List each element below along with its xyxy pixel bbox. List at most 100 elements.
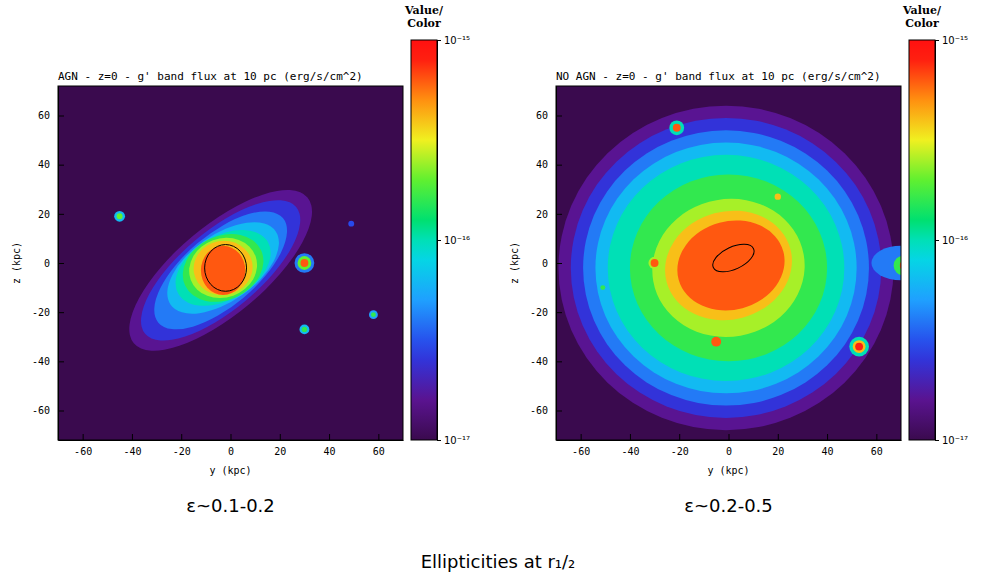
colorbar-title: Color	[905, 17, 939, 30]
y-tick-mark	[556, 263, 562, 264]
isophote	[648, 257, 660, 269]
isophote	[300, 259, 308, 267]
isophote	[201, 246, 245, 295]
y-tick-mark	[58, 165, 64, 166]
isophote	[117, 213, 123, 219]
isophote	[595, 143, 856, 394]
isophote	[651, 259, 659, 267]
x-tick-label: -20	[173, 446, 191, 457]
isophote	[653, 197, 805, 335]
y-tick-mark	[556, 312, 562, 313]
colorbar-tick: 10⁻¹⁶	[437, 235, 470, 246]
y-tick-mark	[58, 263, 64, 264]
plot-background	[58, 86, 403, 440]
x-tick-label: 20	[772, 446, 784, 457]
x-tick-label: -40	[621, 446, 639, 457]
isophote	[667, 209, 795, 323]
figure-svg: -60 -40 -20 0 20 40 60 -60 -40 -20 0 20 40 60 AGN - z=…	[0, 0, 996, 586]
x-tick-label: -60	[572, 446, 590, 457]
x-tick: 60	[871, 434, 883, 457]
x-tick-mark	[329, 434, 330, 440]
x-tick: -20	[173, 434, 191, 457]
x-tick-mark	[827, 434, 828, 440]
x-axis-line	[59, 440, 404, 441]
colorbar-tick: 10⁻¹⁷	[935, 435, 968, 446]
isophote	[298, 256, 312, 270]
x-tick-label: 40	[822, 446, 834, 457]
y-tick: -20	[32, 307, 64, 318]
y-tick-label: 60	[38, 110, 50, 121]
isophote	[849, 337, 869, 357]
x-tick-mark	[876, 434, 877, 440]
y-tick-mark	[58, 361, 64, 362]
y-tick-label: -60	[530, 405, 548, 416]
colorbar-tick-mark	[437, 240, 441, 241]
isophote	[300, 324, 310, 334]
x-tick-mark	[378, 434, 379, 440]
x-tick: 20	[274, 434, 286, 457]
colorbar-tick-mark	[437, 440, 441, 441]
x-axis: -60 -40 -20 0 20 40 60	[557, 434, 902, 457]
panel-title: AGN - z=0 - g' band flux at 10 pc (erg/s…	[58, 70, 363, 83]
isophote	[181, 228, 266, 307]
isophote	[558, 106, 893, 431]
y-tick-mark	[556, 116, 562, 117]
x-tick: 40	[822, 434, 834, 457]
plot-background	[556, 86, 901, 440]
x-tick: -40	[123, 434, 141, 457]
x-tick-mark	[581, 434, 582, 440]
colorbar-tick-label: 10⁻¹⁵	[942, 35, 968, 46]
y-axis: -60-40-200204060	[32, 87, 64, 441]
plot-marks	[105, 164, 378, 378]
panel: -60-40-200204060-60-40-200204060AGN - z=…	[11, 4, 470, 516]
y-tick-mark	[556, 361, 562, 362]
plot-frame	[556, 86, 901, 440]
ellipticity-label: ε~0.1-0.2	[186, 495, 275, 516]
colorbar-title: Color	[407, 17, 441, 30]
x-tick-label: 0	[228, 446, 234, 457]
figure: -60 -40 -20 0 20 40 60 -60 -40 -20 0 20 40 60 AGN - z=…	[0, 0, 996, 586]
half-light-contour	[205, 245, 247, 292]
isophote	[855, 343, 863, 351]
y-tick-label: -40	[32, 356, 50, 367]
y-tick-label: -40	[530, 356, 548, 367]
x-tick-mark	[231, 434, 232, 440]
y-tick-label: -20	[530, 307, 548, 318]
isophote	[114, 211, 125, 222]
panel: -60-40-200204060-60-40-200204060NO AGN -…	[509, 4, 968, 516]
x-tick-label: 60	[373, 446, 385, 457]
isophote	[105, 164, 336, 378]
y-tick: 40	[38, 159, 64, 170]
x-tick-mark	[280, 434, 281, 440]
y-tick: 20	[38, 209, 64, 220]
colorbar-axis: 10⁻¹⁷10⁻¹⁶10⁻¹⁵	[437, 35, 470, 446]
x-tick: 0	[228, 434, 234, 457]
colorbar-tick: 10⁻¹⁵	[935, 35, 968, 46]
isophote	[369, 310, 378, 319]
y-tick-label: 20	[536, 209, 548, 220]
colorbar-axis: 10⁻¹⁷10⁻¹⁶10⁻¹⁵	[935, 35, 968, 446]
y-tick-label: 40	[536, 159, 548, 170]
x-tick: -20	[671, 434, 689, 457]
y-tick-label: 40	[38, 159, 50, 170]
isophote	[608, 155, 845, 381]
isophote	[711, 337, 721, 347]
x-tick-mark	[778, 434, 779, 440]
isophote	[152, 204, 295, 332]
y-tick-label: 60	[536, 110, 548, 121]
x-tick: 0	[726, 434, 732, 457]
x-axis-title: y (kpc)	[209, 465, 251, 476]
x-tick-label: -20	[671, 446, 689, 457]
y-tick-label: -60	[32, 405, 50, 416]
isophote	[571, 118, 882, 418]
x-tick-label: 60	[871, 446, 883, 457]
panel-title: NO AGN - z=0 - g' band flux at 10 pc (er…	[556, 70, 881, 83]
y-tick-label: -20	[32, 307, 50, 318]
y-tick-mark	[58, 411, 64, 412]
colorbar-tick-mark	[935, 240, 939, 241]
colorbar	[411, 40, 437, 440]
y-tick-mark	[58, 214, 64, 215]
plot-marks	[558, 106, 901, 431]
isophote	[162, 214, 284, 321]
isophote	[669, 120, 684, 135]
